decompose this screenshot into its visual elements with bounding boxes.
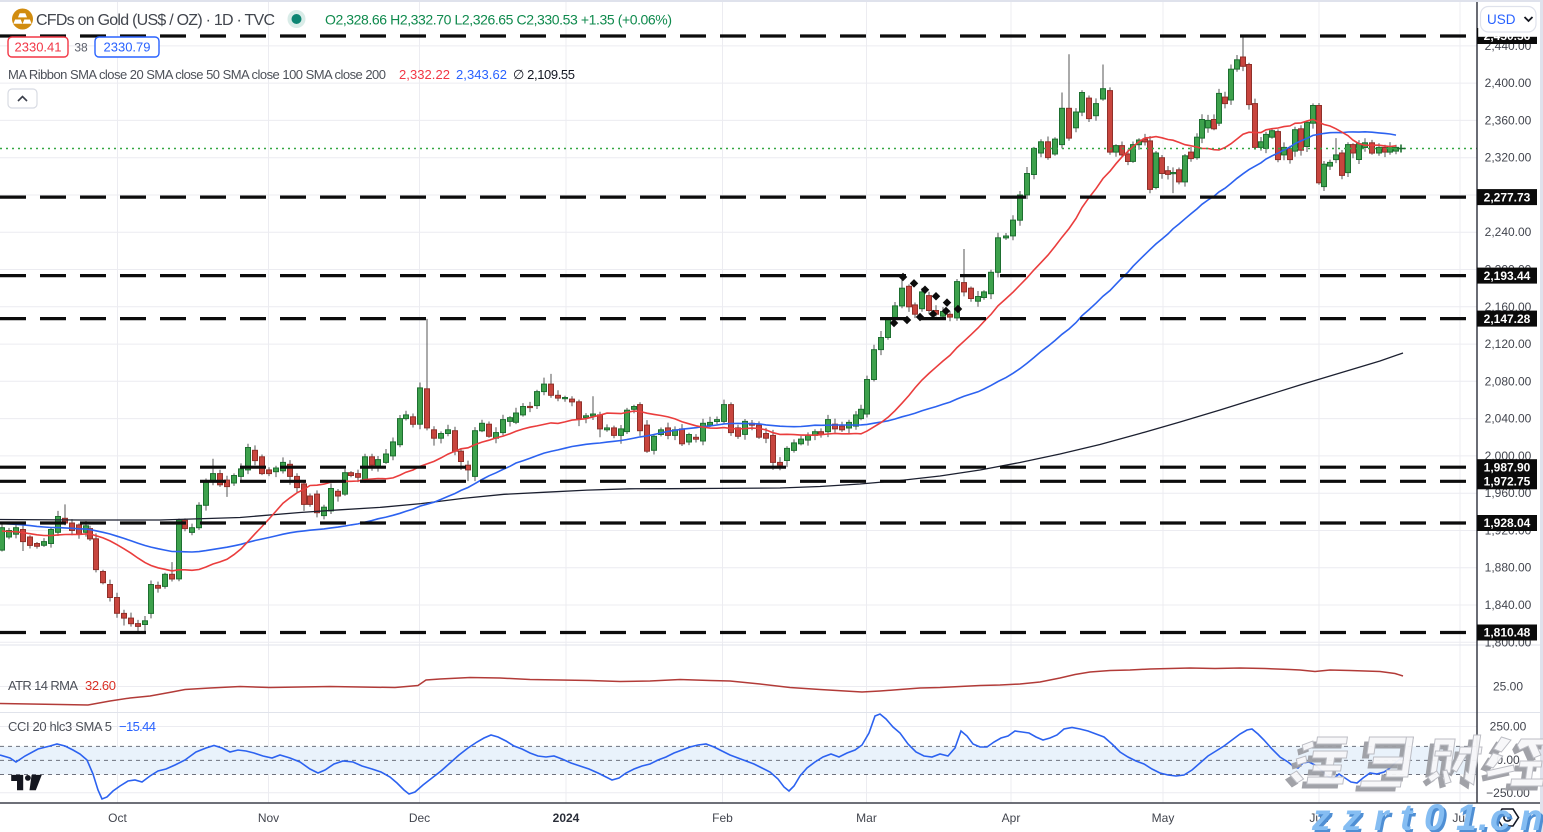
svg-text:2,193.44: 2,193.44 — [1484, 269, 1531, 283]
svg-text:t: t — [1400, 797, 1414, 832]
svg-text:.: . — [1481, 800, 1491, 832]
svg-text:May: May — [1152, 811, 1175, 825]
svg-text:∅ 2,109.55: ∅ 2,109.55 — [513, 67, 575, 82]
svg-text:O2,328.66 H2,332.70 L2,326.65: O2,328.66 H2,332.70 L2,326.65 C2,330.53 … — [325, 12, 672, 28]
svg-text:z: z — [1342, 797, 1362, 832]
svg-text:z: z — [1311, 797, 1331, 832]
svg-text:2,320.00: 2,320.00 — [1485, 151, 1532, 165]
svg-text:2330.79: 2330.79 — [104, 40, 151, 55]
svg-text:Dec: Dec — [409, 811, 430, 825]
svg-text:32.60: 32.60 — [85, 678, 116, 693]
svg-text:1: 1 — [1459, 800, 1480, 832]
svg-text:2,332.22: 2,332.22 — [399, 67, 450, 82]
svg-text:1,840.00: 1,840.00 — [1485, 598, 1532, 612]
svg-text:z: z — [1314, 800, 1334, 832]
svg-text:Feb: Feb — [712, 811, 733, 825]
svg-text:1,880.00: 1,880.00 — [1485, 561, 1532, 575]
svg-text:2,343.62: 2,343.62 — [456, 67, 507, 82]
svg-text:2,240.00: 2,240.00 — [1485, 225, 1532, 239]
svg-text:2,080.00: 2,080.00 — [1485, 374, 1532, 388]
svg-text:.: . — [1478, 797, 1488, 832]
svg-text:1,810.48: 1,810.48 — [1484, 626, 1531, 640]
svg-text:250.00: 250.00 — [1490, 720, 1527, 734]
svg-text:0: 0 — [1424, 797, 1445, 832]
svg-text:CCI 20 hlc3 SMA 5: CCI 20 hlc3 SMA 5 — [8, 719, 112, 734]
svg-text:1,987.90: 1,987.90 — [1484, 460, 1531, 474]
svg-text:Apr: Apr — [1002, 811, 1021, 825]
svg-text:c: c — [1490, 797, 1511, 832]
svg-text:2,040.00: 2,040.00 — [1485, 412, 1532, 426]
svg-text:2,400.00: 2,400.00 — [1485, 76, 1532, 90]
svg-text:Mar: Mar — [856, 811, 877, 825]
svg-text:38: 38 — [74, 41, 88, 55]
svg-text:USD: USD — [1487, 12, 1516, 27]
svg-text:2024: 2024 — [553, 811, 580, 825]
svg-text:1: 1 — [1456, 797, 1477, 832]
svg-text:25.00: 25.00 — [1493, 680, 1523, 694]
svg-text:n: n — [1523, 800, 1543, 832]
svg-text:MA Ribbon SMA close 20 SMA clo: MA Ribbon SMA close 20 SMA close 50 SMA … — [8, 67, 386, 82]
svg-text:Jun: Jun — [1309, 811, 1328, 825]
svg-text:c: c — [1493, 800, 1514, 832]
svg-text:2,360.00: 2,360.00 — [1485, 113, 1532, 127]
svg-text:r: r — [1377, 800, 1394, 832]
svg-text:1,972.75: 1,972.75 — [1484, 475, 1531, 489]
svg-text:2,277.73: 2,277.73 — [1484, 190, 1531, 204]
svg-text:z: z — [1345, 800, 1365, 832]
svg-text:CFDs on Gold (US$ / OZ) · 1D ·: CFDs on Gold (US$ / OZ) · 1D · TVC — [36, 12, 275, 29]
svg-text:ATR 14 RMA: ATR 14 RMA — [8, 678, 78, 693]
svg-text:2,160.00: 2,160.00 — [1485, 300, 1532, 314]
svg-text:2,147.28: 2,147.28 — [1484, 312, 1531, 326]
svg-text:n: n — [1520, 797, 1543, 832]
svg-text:0: 0 — [1427, 800, 1448, 832]
svg-text:1,960.00: 1,960.00 — [1485, 486, 1532, 500]
svg-text:t: t — [1403, 800, 1417, 832]
svg-text:1,928.04: 1,928.04 — [1484, 516, 1531, 530]
svg-text:2330.41: 2330.41 — [15, 40, 62, 55]
svg-text:2,120.00: 2,120.00 — [1485, 337, 1532, 351]
svg-text:−15.44: −15.44 — [119, 719, 156, 734]
svg-text:Jul: Jul — [1452, 811, 1467, 825]
svg-text:Nov: Nov — [258, 811, 279, 825]
svg-text:Oct: Oct — [108, 811, 127, 825]
svg-text:r: r — [1374, 797, 1391, 832]
